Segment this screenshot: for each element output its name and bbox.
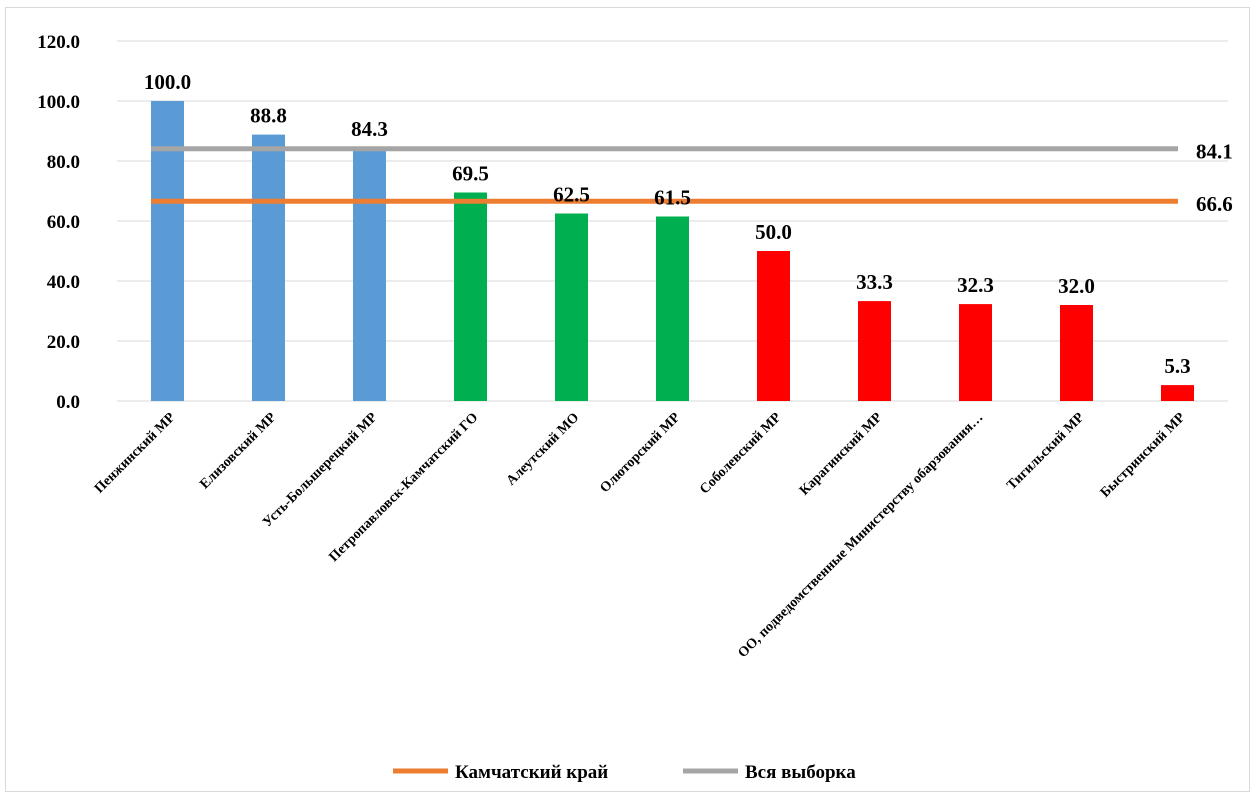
legend-label-0: Камчатский край (455, 762, 608, 783)
bar-5 (656, 216, 689, 401)
data-label-3: 69.5 (452, 162, 489, 186)
category-label-0: Пенжинский МР (92, 410, 179, 497)
data-label-5: 61.5 (654, 186, 691, 210)
category-label-10: Быстринский МР (1098, 410, 1189, 501)
y-tick-label-5: 100.0 (37, 92, 80, 113)
category-label-8: ОО, подведомственные Министерству обарзо… (736, 410, 987, 661)
data-label-0: 100.0 (144, 70, 191, 94)
bar-10 (1161, 385, 1194, 401)
category-label-2: Усть-Большерецкий МР (260, 410, 380, 530)
category-label-5: Олюторский МР (597, 410, 683, 496)
bar-4 (555, 213, 588, 401)
bar-8 (959, 304, 992, 401)
y-tick-label-4: 80.0 (47, 152, 80, 173)
category-label-9: Тигильский МР (1004, 410, 1087, 493)
category-label-6: Соболевский МР (697, 410, 784, 497)
bar-9 (1060, 305, 1093, 401)
data-label-2: 84.3 (351, 117, 388, 141)
data-label-7: 33.3 (856, 270, 893, 294)
chart-frame (5, 7, 1250, 792)
reference-line-label-0: 66.6 (1196, 192, 1233, 216)
y-tick-label-3: 60.0 (47, 212, 80, 233)
y-tick-label-1: 20.0 (47, 332, 80, 353)
bar-3 (454, 192, 487, 401)
y-tick-label-2: 40.0 (47, 272, 80, 293)
y-tick-label-0: 0.0 (56, 392, 80, 413)
bar-1 (252, 134, 285, 401)
y-tick-label-6: 120.0 (37, 32, 80, 53)
data-label-1: 88.8 (250, 104, 287, 128)
data-label-4: 62.5 (553, 183, 590, 207)
data-label-6: 50.0 (755, 220, 792, 244)
bar-0 (151, 101, 184, 401)
category-label-4: Алеутский МО (504, 410, 582, 488)
data-label-10: 5.3 (1164, 354, 1190, 378)
legend-label-1: Вся выборка (745, 762, 856, 783)
data-label-8: 32.3 (957, 273, 994, 297)
reference-line-label-1: 84.1 (1196, 140, 1233, 164)
category-label-7: Карагинский МР (797, 410, 886, 499)
bar-7 (858, 301, 891, 401)
bar-6 (757, 251, 790, 401)
data-label-9: 32.0 (1058, 274, 1095, 298)
bar-2 (353, 148, 386, 401)
category-label-1: Елизовский МР (197, 410, 279, 492)
